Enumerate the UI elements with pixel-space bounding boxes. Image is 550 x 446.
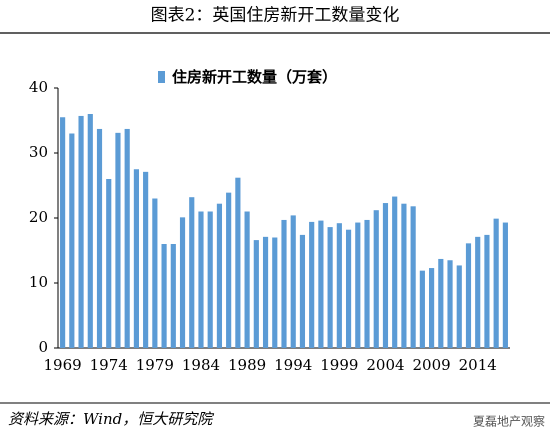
bar [355, 222, 361, 348]
bar [502, 222, 508, 348]
x-tick-label: 1999 [320, 356, 358, 374]
y-tick-label: 40 [29, 78, 48, 96]
bar [447, 260, 453, 348]
x-tick-label: 1979 [136, 356, 174, 374]
bar [198, 211, 204, 348]
bar [373, 210, 379, 348]
bar [475, 236, 481, 348]
bar [170, 244, 176, 348]
legend-swatch [158, 71, 165, 83]
bar [60, 117, 66, 348]
bar [419, 270, 425, 348]
x-tick-label: 2009 [412, 356, 450, 374]
bar [392, 196, 398, 348]
x-tick-label: 1969 [44, 356, 82, 374]
page-title: 图表2：英国住房新开工数量变化 [151, 6, 400, 26]
bar [106, 179, 112, 348]
bar [345, 229, 352, 348]
x-tick-label: 1994 [274, 356, 312, 374]
bar [364, 219, 370, 348]
legend-label: 住房新开工数量（万套） [172, 68, 337, 86]
x-tick-label: 2014 [459, 356, 497, 374]
bar [235, 177, 241, 348]
bar [465, 243, 472, 348]
bar [327, 227, 333, 348]
bar [124, 128, 130, 348]
bar [226, 192, 232, 348]
bar [207, 211, 213, 348]
bar [484, 234, 490, 348]
source: 资料来源：Wind，恒大研究院 [8, 410, 214, 428]
bar [456, 265, 462, 348]
bar [290, 215, 296, 348]
x-tick-label: 1984 [182, 356, 220, 374]
bar [410, 206, 416, 348]
bar [96, 128, 103, 348]
bar [78, 115, 84, 348]
y-tick-label: 0 [38, 338, 48, 356]
bar [115, 132, 121, 348]
bar [189, 197, 195, 348]
bar [161, 244, 167, 348]
bar [179, 217, 186, 348]
bar [253, 240, 259, 348]
bar [143, 171, 149, 348]
bar [336, 223, 342, 348]
x-tick-label: 1989 [228, 356, 266, 374]
bar [493, 218, 499, 348]
bar [69, 133, 75, 348]
bar [318, 220, 324, 348]
y-tick-label: 30 [29, 143, 48, 161]
bar [87, 114, 93, 348]
x-tick-label: 1974 [90, 356, 128, 374]
y-tick-label: 10 [29, 273, 48, 291]
bar [216, 203, 223, 348]
bar [382, 203, 389, 348]
bar [309, 221, 315, 348]
bar [429, 268, 435, 348]
bar [438, 258, 444, 348]
bar [262, 236, 269, 348]
bar [299, 234, 306, 348]
x-tick-label: 2004 [366, 356, 404, 374]
bar [272, 237, 278, 348]
bar [401, 203, 407, 348]
bar [244, 211, 250, 348]
bar [152, 198, 158, 348]
bar [281, 219, 287, 348]
watermark: 夏磊地产观察 [473, 415, 545, 429]
bar [133, 169, 139, 348]
y-tick-label: 20 [29, 208, 48, 226]
